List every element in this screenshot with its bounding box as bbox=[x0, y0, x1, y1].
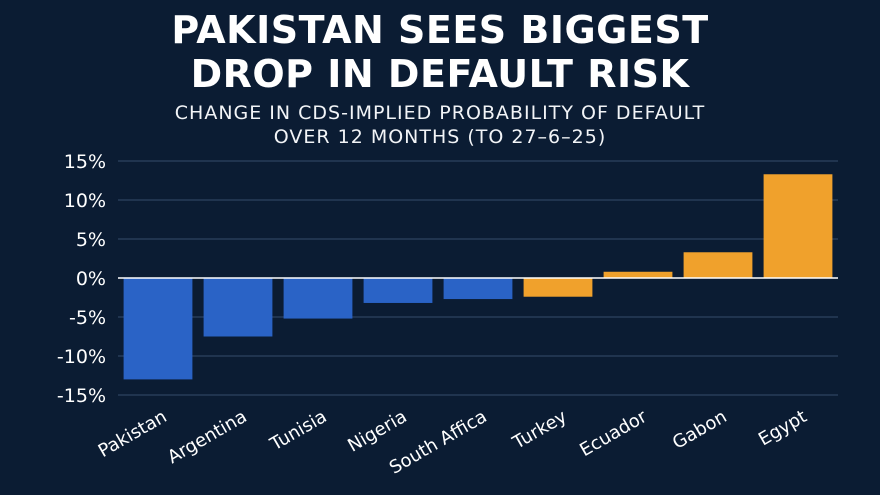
x-category-label: Ecuador bbox=[576, 406, 651, 461]
y-tick-label: 0% bbox=[76, 268, 106, 290]
chart-title-line-2: DROP IN DEFAULT RISK bbox=[190, 52, 690, 96]
y-tick-label: 10% bbox=[64, 190, 106, 212]
chart-subtitle-line-2: OVER 12 MONTHS (TO 27–6–25) bbox=[273, 126, 607, 148]
bar-argentina bbox=[203, 278, 273, 337]
bars bbox=[123, 174, 833, 380]
y-tick-label: -5% bbox=[69, 307, 106, 329]
x-category-label: Gabon bbox=[669, 406, 730, 454]
bar-nigeria bbox=[363, 278, 433, 303]
y-tick-label: 5% bbox=[76, 229, 106, 251]
bar-tunisia bbox=[283, 278, 353, 319]
x-category-label: Egypt bbox=[755, 406, 810, 450]
bar-gabon bbox=[683, 252, 753, 278]
chart-subtitle-line-1: CHANGE IN CDS-IMPLIED PROBABILITY OF DEF… bbox=[174, 102, 706, 124]
y-tick-label: -10% bbox=[57, 346, 106, 368]
x-category-label: Tunisia bbox=[266, 406, 331, 455]
y-tick-label: -15% bbox=[57, 385, 106, 407]
x-category-label: Turkey bbox=[508, 406, 570, 454]
x-category-label: Pakistan bbox=[95, 406, 171, 462]
bar-ecuador bbox=[603, 271, 673, 278]
chart-title-line-1: PAKISTAN SEES BIGGEST bbox=[171, 8, 709, 52]
bar-south-affica bbox=[443, 278, 513, 300]
bar-pakistan bbox=[123, 278, 193, 380]
bar-egypt bbox=[763, 174, 833, 278]
y-tick-label: 15% bbox=[64, 151, 106, 173]
x-category-label: Argentina bbox=[164, 406, 251, 468]
x-category-label: Nigeria bbox=[344, 406, 410, 456]
y-axis-ticks: 15% 10% 5% 0% -5% -10% -15% bbox=[57, 151, 106, 407]
bar-turkey bbox=[523, 278, 593, 297]
